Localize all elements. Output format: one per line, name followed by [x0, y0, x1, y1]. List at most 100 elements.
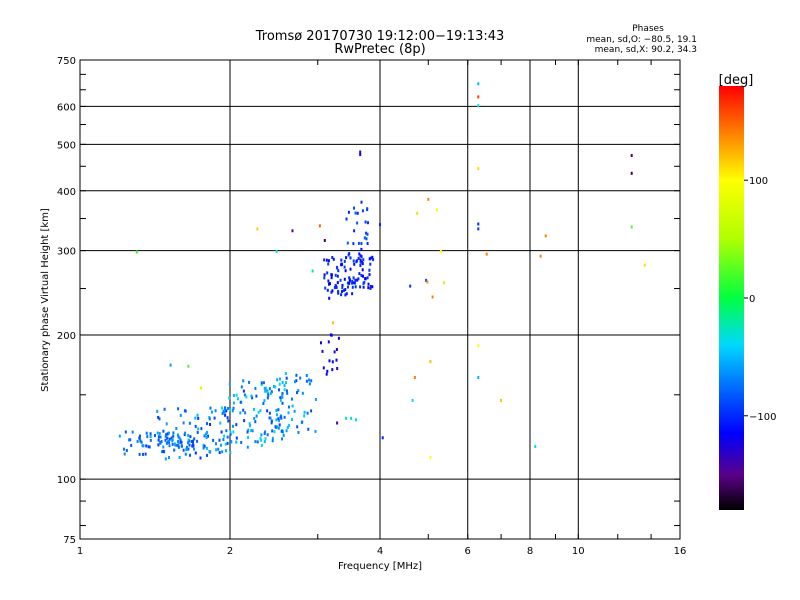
data-point — [291, 404, 294, 408]
data-point — [270, 390, 273, 394]
data-point — [264, 430, 267, 434]
data-point — [190, 440, 193, 443]
data-point — [171, 442, 174, 446]
data-point — [260, 383, 263, 387]
data-point — [343, 265, 346, 269]
data-point — [310, 409, 313, 413]
data-point — [337, 289, 340, 293]
data-point — [193, 447, 195, 451]
data-point — [282, 433, 285, 437]
data-point — [224, 449, 227, 453]
data-point — [341, 286, 344, 289]
data-point — [278, 382, 281, 386]
data-point — [280, 429, 283, 433]
data-point — [409, 284, 412, 288]
data-point — [354, 285, 357, 289]
data-point — [310, 379, 313, 383]
data-point — [164, 438, 167, 442]
data-point — [362, 258, 365, 262]
data-point — [179, 413, 182, 417]
data-point — [435, 208, 438, 212]
data-point — [369, 286, 372, 290]
y-tick-label: 100 — [57, 475, 76, 486]
data-point — [321, 349, 324, 353]
data-point — [177, 440, 180, 443]
data-point — [360, 247, 363, 251]
data-point — [235, 440, 238, 444]
data-point — [260, 433, 263, 437]
data-point — [206, 422, 208, 426]
data-point — [369, 285, 372, 288]
data-point — [206, 453, 208, 457]
data-point — [281, 401, 284, 405]
data-point — [477, 344, 480, 348]
data-point — [256, 227, 259, 231]
data-point — [255, 394, 258, 398]
data-point — [196, 439, 199, 443]
data-point — [359, 150, 362, 154]
data-point — [223, 434, 226, 438]
data-point — [368, 273, 371, 277]
data-point — [477, 227, 480, 231]
data-point — [172, 431, 175, 435]
data-point — [351, 292, 354, 296]
colorbar-axis: 100 0 −100 — [744, 176, 776, 423]
data-point — [251, 429, 254, 433]
data-point — [359, 153, 362, 157]
data-point — [366, 242, 369, 245]
data-point — [221, 450, 224, 454]
data-point — [180, 444, 183, 448]
data-point — [340, 258, 343, 262]
data-point — [165, 441, 168, 445]
data-point — [327, 259, 330, 263]
data-point — [218, 438, 221, 442]
data-point — [326, 288, 329, 292]
data-point — [220, 443, 222, 447]
data-point — [157, 438, 160, 442]
data-point — [354, 278, 357, 282]
y-tick-label: 200 — [57, 331, 76, 342]
data-point — [333, 350, 336, 354]
data-point — [331, 289, 334, 293]
colorbar — [719, 86, 744, 510]
data-point — [226, 441, 229, 445]
data-point — [193, 437, 196, 441]
data-point — [205, 436, 208, 439]
data-point — [232, 401, 235, 405]
data-point — [371, 255, 374, 259]
data-point — [349, 267, 352, 271]
data-point — [357, 256, 360, 260]
data-point — [192, 439, 194, 443]
data-point — [278, 423, 281, 427]
data-point — [167, 431, 170, 435]
data-point — [283, 388, 286, 392]
data-point — [337, 269, 340, 273]
data-point — [268, 411, 271, 415]
data-point — [210, 410, 213, 414]
data-point — [176, 444, 179, 447]
data-point — [175, 427, 178, 430]
data-point — [168, 444, 171, 448]
data-point — [215, 448, 218, 452]
plot-grid — [79, 59, 681, 540]
y-tick-label: 600 — [57, 102, 76, 113]
data-point — [343, 259, 346, 263]
data-point — [303, 410, 306, 414]
data-point — [159, 435, 162, 439]
data-point — [140, 440, 143, 444]
data-point — [299, 376, 302, 380]
data-point — [139, 439, 142, 443]
data-point — [323, 258, 326, 262]
data-point — [257, 410, 260, 414]
data-point — [328, 296, 331, 300]
data-point — [206, 430, 209, 434]
data-point — [351, 281, 353, 285]
data-point — [243, 393, 246, 397]
data-point — [330, 276, 333, 280]
data-point — [188, 443, 191, 447]
data-point — [345, 256, 348, 260]
x-axis: 1 2 4 6 8 10 16 — [77, 60, 686, 557]
data-point — [331, 360, 334, 364]
data-point — [285, 389, 288, 393]
data-point — [425, 278, 428, 282]
